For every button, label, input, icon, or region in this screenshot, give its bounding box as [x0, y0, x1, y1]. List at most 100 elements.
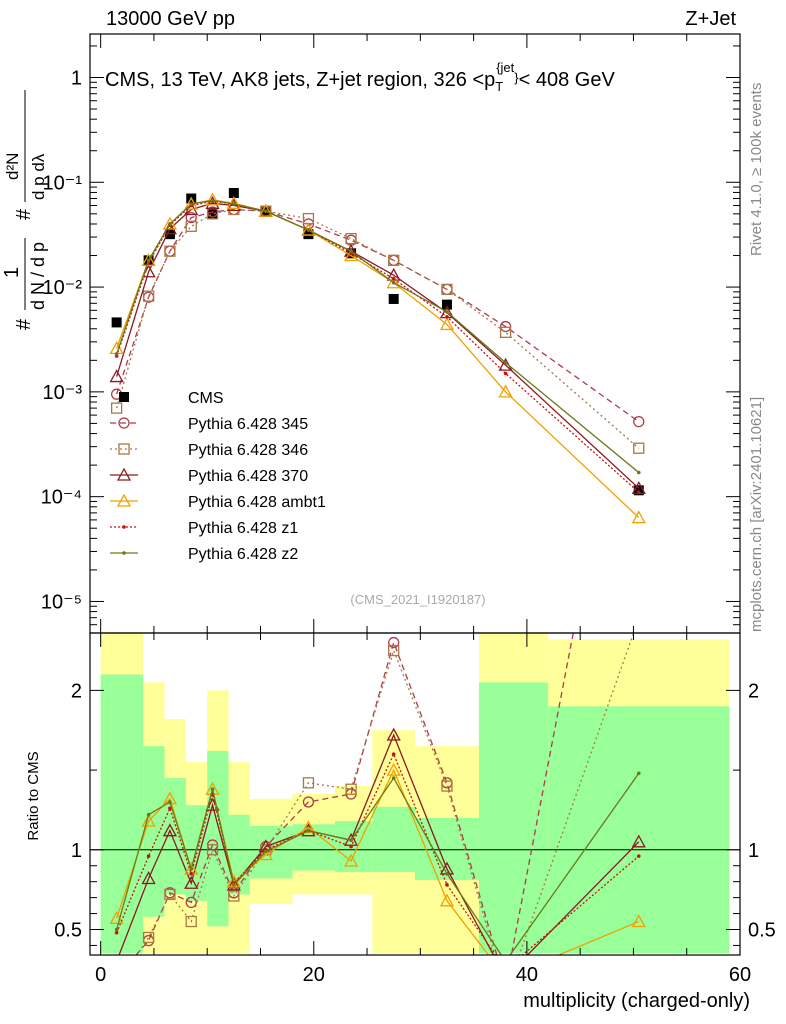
- data-point: [386, 275, 401, 289]
- ratio-point: [162, 823, 178, 837]
- ratio-point: [445, 883, 449, 887]
- data-point: [109, 369, 124, 383]
- ratio-point: [184, 875, 199, 889]
- ratio-point: [232, 883, 236, 887]
- data-point: [349, 249, 353, 253]
- ratio-point: [631, 914, 646, 928]
- data-point: [301, 222, 316, 236]
- data-point: [226, 195, 241, 209]
- y-tick-label: 10⁻²: [43, 277, 83, 299]
- ratio-point: [114, 930, 119, 935]
- axes: 0 20 40 60 1 10⁻¹ 10⁻² 10⁻³ 10⁻⁴ 10⁻⁵ 0.5 0.5 1 1 2 2: [41, 33, 776, 986]
- data-point: [388, 293, 399, 304]
- ratio-point: [501, 980, 511, 990]
- data-point: [633, 415, 645, 428]
- data-point: [114, 352, 119, 356]
- ratio-point: [168, 806, 172, 811]
- legend-marker: [119, 392, 129, 402]
- data-point: [503, 360, 508, 365]
- ratio-point: [636, 771, 641, 776]
- header-right: Z+Jet: [685, 8, 736, 30]
- data-point: [445, 315, 449, 319]
- ratio-point: [302, 777, 315, 789]
- ratio-point: [168, 800, 172, 804]
- green-band: [415, 817, 479, 881]
- y-tick-label: 10⁻⁴: [41, 487, 82, 509]
- ratio-point: [189, 871, 194, 876]
- ratio-point: [141, 871, 156, 885]
- chart-title: CMS, 13 TeV, AK8 jets, Z+jet region, 326…: [105, 60, 615, 94]
- data-point: [499, 320, 512, 333]
- x-axis-label: multiplicity (charged-only): [523, 990, 750, 1012]
- ratio-point: [142, 931, 155, 944]
- data-point: [264, 209, 268, 213]
- data-point: [636, 490, 641, 495]
- ratio-point: [112, 972, 122, 982]
- svg-text:d N / d p: d N / d p: [28, 242, 48, 310]
- green-band: [372, 806, 415, 873]
- x-tick-label: 60: [729, 964, 751, 986]
- x-tick-label: 40: [516, 964, 538, 986]
- ratio-y-tick-label-right: 2: [748, 680, 759, 702]
- data-point: [232, 202, 236, 206]
- main-annotation: (CMS_2021_I1920187): [350, 592, 485, 607]
- legend-label: CMS: [188, 390, 224, 407]
- ratio-y-tick-label-right: 0.5: [748, 919, 776, 941]
- ratio-point: [391, 776, 396, 780]
- data-point: [141, 252, 156, 266]
- legend-marker: [122, 525, 126, 529]
- data-point: [205, 195, 220, 209]
- ratio-point: [146, 812, 151, 817]
- y-tick-label: 1: [71, 67, 82, 89]
- main-y-label: # 1 d N / d p # d²N d p dλ: [1, 90, 48, 330]
- data-point: [388, 254, 400, 266]
- ratio-point: [386, 727, 401, 741]
- data-point: [345, 232, 357, 245]
- data-point: [162, 216, 178, 230]
- data-point: [498, 384, 513, 398]
- ratio-line-3: [118, 733, 640, 955]
- green-band: [207, 750, 229, 927]
- ratio-point: [226, 877, 241, 891]
- data-point: [503, 371, 508, 376]
- main-series: [109, 188, 646, 524]
- data-point: [168, 222, 172, 226]
- ratio-point: [445, 871, 449, 876]
- data-point: [439, 317, 455, 331]
- green-band: [100, 674, 144, 954]
- legend: CMS Pythia 6.428 345 Pythia 6.428 346 Pythi…: [110, 390, 326, 563]
- ratio-point: [439, 893, 455, 907]
- ratio-point: [636, 854, 641, 858]
- svg-text:d p dλ: d p dλ: [29, 153, 48, 200]
- ratio-series: [90, 614, 740, 990]
- data-point: [110, 402, 123, 414]
- data-point: [306, 228, 311, 232]
- x-tick-label: 20: [303, 964, 325, 986]
- data-point: [185, 211, 197, 224]
- data-point: [633, 442, 645, 454]
- ratio-point: [114, 927, 119, 932]
- ratio-point: [504, 968, 508, 972]
- legend-marker: [116, 493, 132, 507]
- legend-marker: [118, 443, 130, 455]
- legend-marker: [122, 551, 126, 555]
- ratio-y-tick-label-right: 1: [748, 840, 759, 862]
- ratio-point: [146, 854, 151, 858]
- ratio-point: [302, 796, 315, 808]
- svg-text:d²N: d²N: [3, 153, 22, 180]
- ratio-point: [631, 834, 646, 848]
- header-left: 13000 GeV pp: [106, 8, 235, 30]
- y-tick-label: 10⁻³: [43, 382, 83, 404]
- data-point: [499, 326, 512, 338]
- data-point: [445, 310, 449, 314]
- ratio-point: [264, 849, 268, 854]
- legend-label: Pythia 6.428 346: [188, 442, 308, 459]
- ratio-point: [388, 636, 400, 649]
- ratio-point: [306, 828, 311, 833]
- data-point: [164, 245, 176, 257]
- green-band: [548, 706, 730, 954]
- ratio-point: [634, 614, 644, 624]
- data-point: [441, 299, 452, 310]
- ratio-y-tick-label: 2: [71, 680, 82, 702]
